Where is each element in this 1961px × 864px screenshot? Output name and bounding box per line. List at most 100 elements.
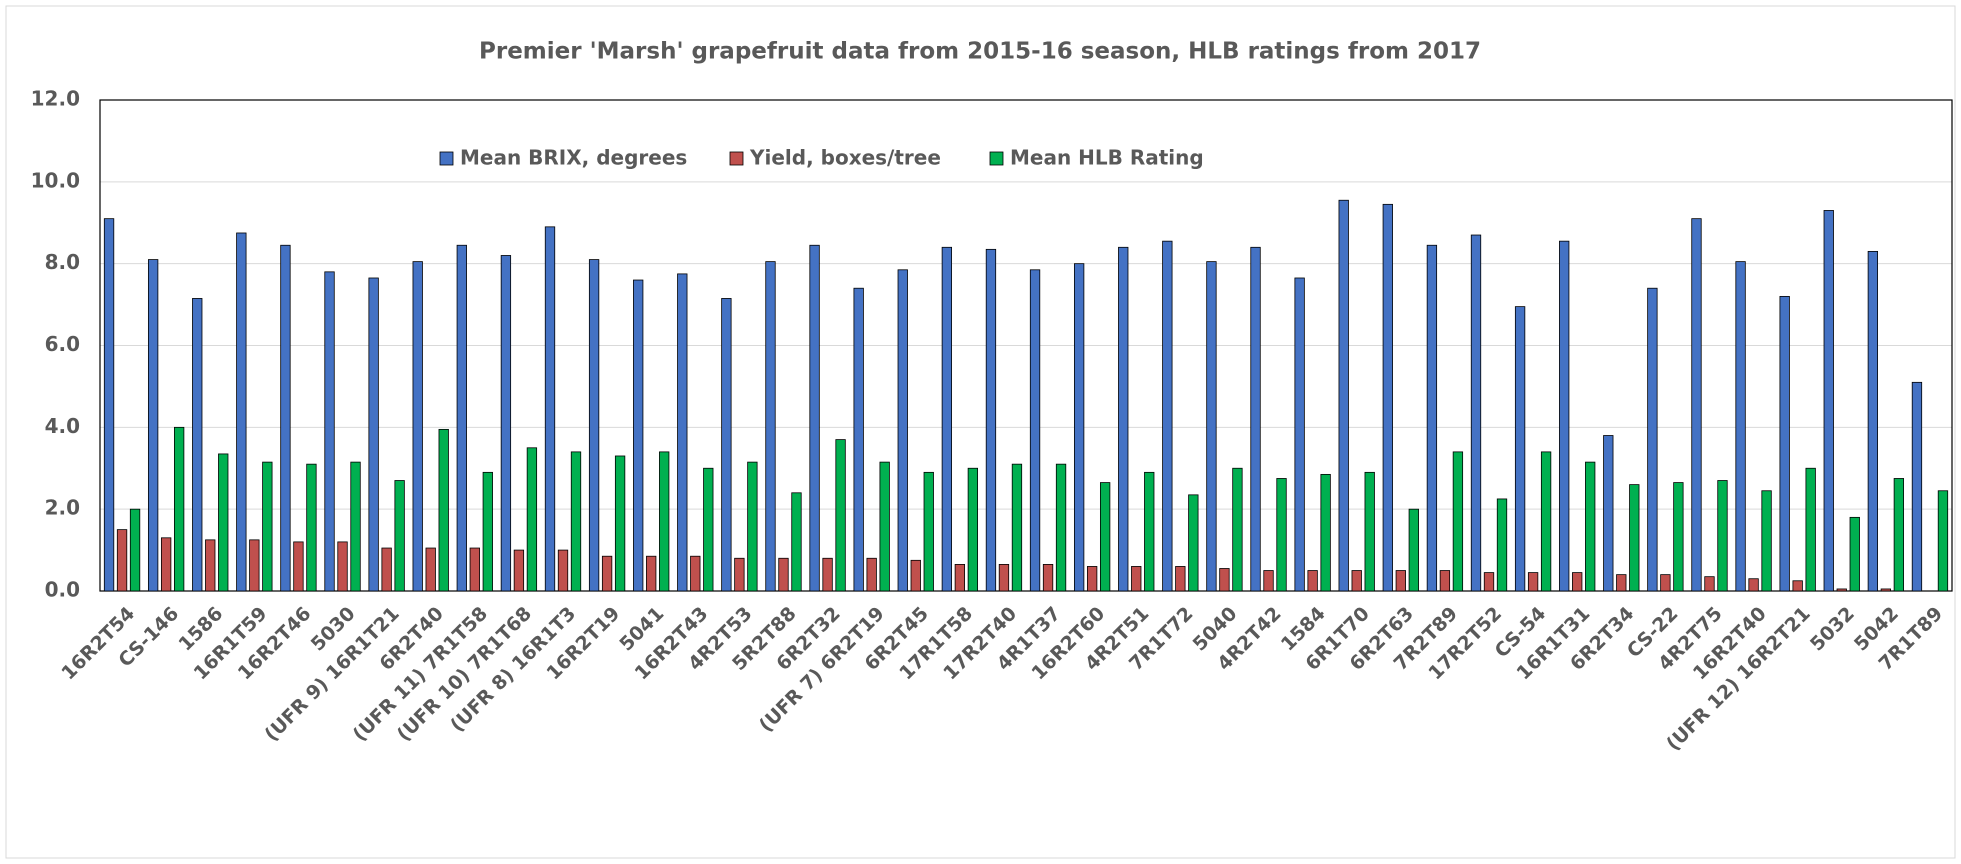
bar (1603, 435, 1614, 592)
bar (677, 273, 688, 592)
bar (469, 547, 480, 592)
bar (1099, 482, 1111, 592)
bar (1585, 461, 1596, 592)
y-tick-label: 6.0 (45, 332, 80, 356)
bar (1748, 578, 1759, 592)
bar (1364, 471, 1375, 592)
bar (557, 549, 569, 592)
bar (1691, 218, 1702, 592)
bar (1263, 570, 1274, 592)
bar (1320, 473, 1331, 592)
y-tick-label: 8.0 (45, 250, 80, 274)
legend-swatch (729, 151, 744, 166)
y-tick-label: 10.0 (31, 168, 80, 192)
bar (941, 246, 953, 592)
bar (1823, 210, 1834, 592)
bar (205, 539, 216, 592)
bar (1439, 570, 1451, 592)
legend-label: Yield, boxes/tree (749, 146, 941, 170)
bar (1029, 269, 1041, 592)
bar (588, 259, 600, 592)
bar (1559, 240, 1570, 592)
bar (1470, 234, 1482, 592)
bar (544, 226, 556, 592)
bar (1307, 570, 1318, 592)
bar (570, 451, 582, 592)
bar (1849, 516, 1860, 592)
bar (1660, 574, 1671, 592)
legend-label: Mean HLB Rating (1010, 146, 1204, 170)
bar (1175, 566, 1186, 592)
bar (1276, 478, 1287, 592)
plot-area (99, 99, 1953, 592)
bar (1893, 478, 1905, 592)
bar (1880, 588, 1892, 592)
bar (1188, 494, 1199, 592)
bar (1294, 277, 1305, 592)
bar (1011, 463, 1023, 592)
chart-title: Premier 'Marsh' grapefruit data from 201… (479, 39, 1481, 65)
bar (337, 541, 348, 592)
bar (1673, 482, 1684, 592)
bar (513, 549, 525, 592)
bar (262, 461, 273, 592)
bar (998, 564, 1010, 592)
bar (897, 269, 908, 592)
bar (381, 547, 392, 592)
bar (1629, 484, 1640, 592)
bar (394, 480, 405, 592)
bar (765, 261, 776, 592)
bar (1792, 580, 1803, 592)
chart-frame (5, 5, 1956, 859)
bar (822, 557, 833, 592)
bar (1162, 240, 1173, 592)
bar (1779, 295, 1790, 592)
y-tick-label: 4.0 (45, 414, 80, 438)
bar (368, 277, 379, 592)
bar (1735, 261, 1746, 592)
legend-label: Mean BRIX, degrees (460, 146, 687, 170)
bar (1452, 451, 1464, 592)
bar (633, 279, 644, 592)
bar (1836, 588, 1847, 592)
y-tick-label: 2.0 (45, 496, 80, 520)
bar (1144, 471, 1155, 592)
bar (218, 453, 229, 592)
bar (659, 451, 670, 592)
bar (160, 537, 172, 592)
bar (306, 463, 317, 592)
bar (1937, 490, 1949, 592)
bar (1496, 498, 1508, 592)
bar (1704, 576, 1715, 592)
bar (1527, 572, 1539, 592)
bar (1616, 574, 1627, 592)
bar (1867, 250, 1879, 592)
bar (1483, 572, 1495, 592)
bar (646, 555, 657, 592)
bar (425, 547, 436, 592)
bar (690, 555, 701, 592)
bar (249, 539, 260, 592)
bar (879, 461, 890, 592)
y-tick-label: 12.0 (31, 87, 80, 111)
bar (791, 492, 802, 592)
bar (1805, 467, 1816, 592)
bar (1131, 566, 1142, 592)
bar (500, 255, 512, 592)
bar (809, 244, 820, 592)
legend-swatch (989, 151, 1004, 166)
bar (412, 261, 423, 592)
bar (1086, 566, 1098, 592)
bar (147, 259, 159, 592)
bar (1911, 381, 1923, 592)
bar (721, 298, 732, 592)
y-tick-label: 0.0 (45, 578, 80, 602)
bar (1382, 203, 1393, 592)
bar (747, 461, 758, 592)
bar (1426, 244, 1438, 592)
bar (614, 455, 626, 592)
bar (1232, 467, 1243, 592)
bar (280, 244, 291, 592)
bar (734, 557, 745, 592)
